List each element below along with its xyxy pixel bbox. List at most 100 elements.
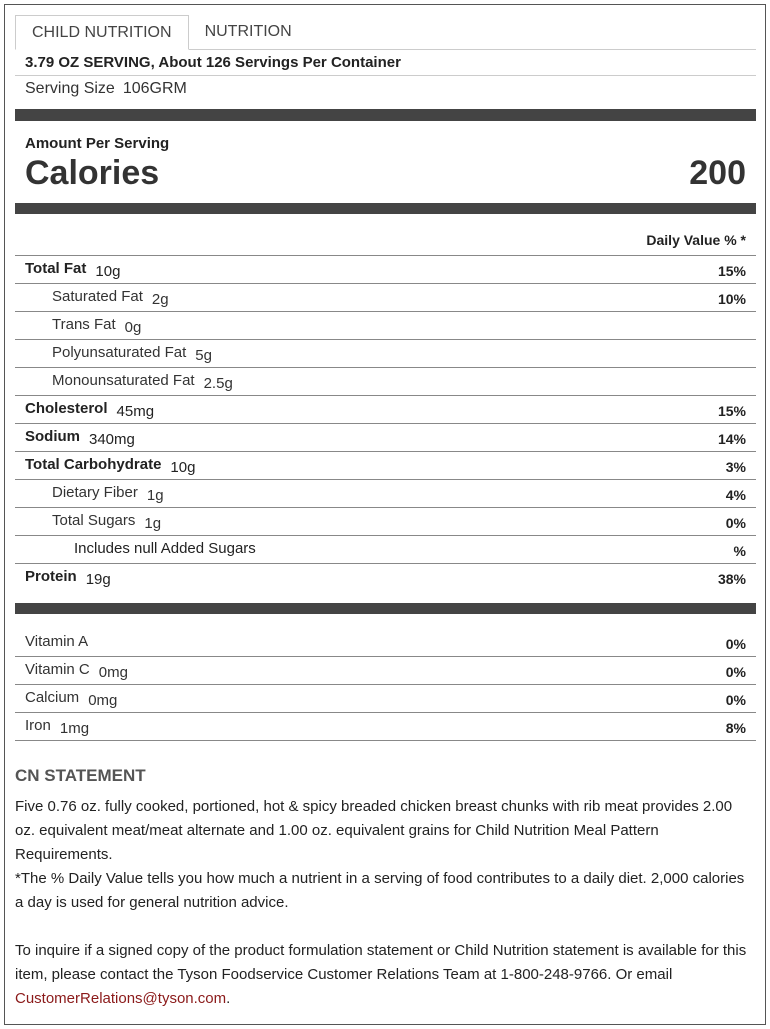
tab[interactable]: CHILD NUTRITION (15, 15, 189, 50)
email-link[interactable]: CustomerRelations@tyson.com (15, 990, 227, 1007)
nutrient: Monounsaturated Fat 2.5g (52, 372, 233, 392)
nutrient: Total Carbohydrate 10g (25, 456, 196, 476)
nutrient: Polyunsaturated Fat 5g (52, 344, 212, 364)
nutrient: Sodium 340mg (25, 428, 135, 448)
serving-size: Serving Size 106GRM (15, 76, 756, 102)
nutrient-name: Calcium (25, 689, 80, 706)
paragraph: To inquire if a signed copy of the produ… (15, 939, 756, 1011)
nutrient: Iron 1mg (25, 717, 90, 737)
nutrient: Includes null Added Sugars (74, 540, 256, 557)
frame (4, 4, 766, 1025)
nutrient-row: Total Carbohydrate 10g 3% (15, 452, 756, 480)
nutrient: Protein 19g (25, 568, 111, 588)
daily-value: 15% (717, 263, 746, 279)
nutrient-row: Polyunsaturated Fat 5g (15, 340, 756, 368)
nutrition-panel: CHILD NUTRITION NUTRITION 3.79 OZ SERVIN… (15, 15, 756, 1011)
daily-value: 38% (717, 571, 746, 587)
paragraph: Five 0.76 oz. fully cooked, portioned, h… (15, 798, 733, 863)
text: To inquire if a signed copy of the produ… (15, 942, 747, 983)
nutrient-row: Sodium 340mg 14% (15, 424, 756, 452)
tabs: CHILD NUTRITION NUTRITION (15, 15, 756, 50)
nutrient-name: Includes null Added Sugars (74, 540, 256, 557)
nutrient-amount: 10g (170, 459, 196, 476)
nutrient-amount: 45mg (116, 403, 155, 420)
daily-value: 10% (717, 291, 746, 307)
nutrient-amount: 340mg (89, 431, 135, 448)
nutrient-amount: 5g (195, 347, 212, 364)
nutrient: Total Sugars 1g (52, 512, 162, 532)
daily-value: 4% (725, 487, 746, 503)
daily-value: 0% (725, 636, 746, 652)
daily-value: 0% (725, 692, 746, 708)
nutrient-amount: 1g (146, 487, 164, 504)
daily-value: % (733, 543, 746, 559)
nutrient-row: Vitamin C 0mg 0% (15, 657, 756, 685)
nutrient-name: Total Fat (25, 260, 87, 277)
nutrient-row: Monounsaturated Fat 2.5g (15, 368, 756, 396)
nutrient-row: Includes null Added Sugars% (15, 536, 756, 564)
nutrient: Vitamin A (25, 633, 88, 650)
nutrient-row: Protein 19g 38% (15, 564, 756, 592)
daily-value: 3% (725, 459, 746, 475)
nutrient: Dietary Fiber 1g (52, 484, 164, 504)
nutrient-amount: 1mg (59, 720, 90, 737)
nutrient-name: Vitamin C (25, 661, 90, 678)
nutrient-row: Iron 1mg 8% (15, 713, 756, 741)
nutrient: Calcium 0mg (25, 689, 118, 709)
section-title: CN STATEMENT (15, 766, 146, 785)
daily-value: 0% (725, 515, 746, 531)
nutrient-amount: 10g (95, 263, 121, 280)
nutrient-name: Cholesterol (25, 400, 108, 417)
nutrient-name: Total Sugars (52, 512, 136, 529)
nutrient-amount: 0g (124, 319, 142, 336)
nutrient-name: Monounsaturated Fat (52, 372, 195, 389)
nutrient-name: Trans Fat (52, 316, 116, 333)
paragraph: *The % Daily Value tells you how much a … (15, 870, 745, 911)
label: Serving Size (25, 80, 115, 97)
vitamin-rows: Vitamin A 0% Vitamin C 0mg 0% Calcium 0mg 0% Iro… (15, 629, 756, 741)
nutrient-name: Iron (25, 717, 51, 734)
serving-header: 3.79 OZ SERVING, About 126 Servings Per … (15, 50, 756, 76)
daily-value-header: Daily Value % * (15, 214, 756, 256)
nutrient-amount: 2g (151, 291, 169, 308)
amount-label: Amount Per Serving (25, 135, 170, 152)
nutrient-name: Sodium (25, 428, 80, 445)
daily-value: 15% (717, 403, 746, 419)
divider (15, 203, 756, 214)
daily-value: 14% (717, 431, 746, 447)
value: 106GRM (122, 80, 187, 97)
daily-value: 0% (725, 664, 746, 680)
nutrient-name: Total Carbohydrate (25, 456, 162, 473)
calories: Calories 200 (15, 153, 756, 193)
nutrient-name: Dietary Fiber (52, 484, 138, 501)
nutrient: Vitamin C 0mg (25, 661, 128, 681)
nutrient: Saturated Fat 2g (52, 288, 169, 308)
nutrient-row: Calcium 0mg 0% (15, 685, 756, 713)
nutrient-row: Cholesterol 45mg 15% (15, 396, 756, 424)
nutrient-row: Total Fat 10g 15% (15, 256, 756, 284)
value: 200 (689, 154, 746, 192)
nutrient-row: Saturated Fat 2g 10% (15, 284, 756, 312)
nutrient-name: Saturated Fat (52, 288, 143, 305)
nutrient: Total Fat 10g (25, 260, 121, 280)
nutrient-row: Dietary Fiber 1g 4% (15, 480, 756, 508)
nutrient-row: Total Sugars 1g 0% (15, 508, 756, 536)
nutrient-name: Vitamin A (25, 633, 89, 650)
nutrient-name: Polyunsaturated Fat (52, 344, 187, 361)
daily-value: 8% (725, 720, 746, 736)
divider (15, 603, 756, 614)
text: . (226, 990, 231, 1007)
label: Calories (25, 154, 160, 192)
nutrient-name: Protein (25, 568, 77, 585)
divider (15, 109, 756, 121)
nutrient-row: Trans Fat 0g (15, 312, 756, 340)
nutrient-amount: 1g (144, 515, 162, 532)
nutrient-amount: 19g (85, 571, 111, 588)
nutrient-amount: 0mg (88, 692, 118, 709)
nutrient: Trans Fat 0g (52, 316, 142, 336)
nutrient-amount: 2.5g (203, 375, 233, 392)
tab[interactable]: NUTRITION (204, 23, 292, 40)
nutrient-amount: 0mg (98, 664, 128, 681)
nutrient-rows: Total Fat 10g 15% Saturated Fat 2g 10% Trans F… (15, 256, 756, 592)
